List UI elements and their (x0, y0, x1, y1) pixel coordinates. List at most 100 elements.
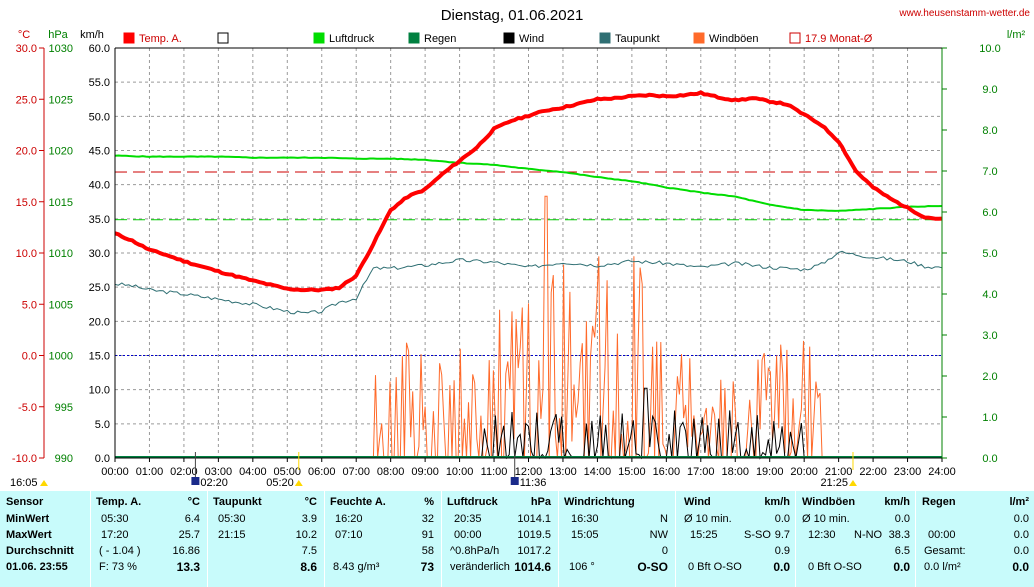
hum-avg: 58 (421, 545, 434, 557)
sun-marker-icon (40, 480, 48, 486)
x-tick-label: 17:00 (687, 466, 715, 478)
rain-tick-label: 2.0 (982, 371, 997, 383)
time-marker-label: 16:05 (10, 477, 38, 489)
wind-max-time: 15:25 (690, 529, 718, 541)
wind-current: 0.0 (773, 560, 790, 574)
x-tick-label: 03:00 (205, 466, 233, 478)
rain-cur-note: 0.0 l/m² (924, 561, 961, 573)
x-tick-label: 06:00 (308, 466, 336, 478)
dir-header: Windrichtung (564, 496, 635, 508)
dir-avg: 0 (661, 545, 668, 557)
chart-title: Dienstag, 01.06.2021 (441, 7, 584, 24)
pressure-tick-label: 1025 (49, 94, 73, 106)
x-tick-label: 15:00 (618, 466, 646, 478)
hum-header: Feuchte A. (330, 496, 386, 508)
winddir-column: Windrichtung 16:30 N 15:05 NW 0 106 ° O-… (558, 491, 676, 587)
wind-cur-note: 0 Bft O-SO (688, 561, 742, 573)
dir-min: N (660, 513, 668, 525)
press-avg-note: ^0.8hPa/h (450, 545, 500, 557)
wind-min: 0.0 (774, 513, 790, 525)
legend-swatch (408, 32, 420, 44)
temp-avg-note: ( - 1.04 ) (99, 545, 141, 557)
temp-tick-label: 10.0 (16, 248, 37, 260)
website-link[interactable]: www.heusenstamm-wetter.de (898, 8, 1030, 19)
wind-tick-label: 10.0 (89, 385, 110, 397)
x-tick-label: 01:00 (136, 466, 164, 478)
x-tick-label: 08:00 (377, 466, 405, 478)
rain-unit-label: l/m² (1007, 29, 1026, 41)
rain-avg-note: Gesamt: (924, 545, 966, 557)
pressure-tick-label: 1015 (49, 197, 73, 209)
row-label-sensor: Sensor (6, 496, 44, 508)
dew-min-time: 05:30 (218, 513, 246, 525)
hum-max-time: 07:10 (335, 529, 363, 541)
temp-unit-label: °C (18, 29, 30, 41)
x-tick-label: 00:00 (101, 466, 129, 478)
pressure-unit-label: hPa (48, 29, 68, 41)
legend-swatch (503, 32, 515, 44)
wind-unit-label: km/h (80, 29, 104, 41)
legend-swatch (789, 32, 801, 44)
x-tick-label: 16:00 (653, 466, 681, 478)
wind-tick-label: 50.0 (89, 111, 110, 123)
rain-current: 0.0 (1012, 560, 1029, 574)
x-tick-label: 05:00 (274, 466, 302, 478)
press-unit: hPa (530, 496, 551, 508)
wind-header: Wind (684, 496, 711, 508)
rain-tick-label: 6.0 (982, 207, 997, 219)
temp-series (114, 90, 943, 293)
pressure-tick-label: 1020 (49, 146, 73, 158)
x-tick-label: 04:00 (239, 466, 267, 478)
sun-marker-icon (848, 480, 857, 486)
wind-tick-label: 20.0 (89, 316, 110, 328)
hum-min-time: 16:20 (335, 513, 363, 525)
dew-unit: °C (304, 496, 317, 508)
gust-unit: km/h (884, 496, 910, 508)
press-header: Luftdruck (447, 496, 498, 508)
wind-tick-label: 40.0 (89, 180, 110, 192)
x-tick-label: 21:00 (825, 466, 853, 478)
wind-column: Wind km/h Ø 10 min. 0.0 15:25 S-SO 9.7 0… (675, 491, 796, 587)
x-tick-label: 09:00 (411, 466, 439, 478)
temp-max-time: 17:20 (101, 529, 129, 541)
gust-column: Windböen km/h Ø 10 min. 0.0 12:30 N-NO 3… (795, 491, 916, 587)
wind-tick-label: 25.0 (89, 282, 110, 294)
legend-label: 17.9 Monat-Ø (805, 33, 873, 45)
legend-label: Temp. A. (139, 33, 182, 45)
rain-avg: 0.0 (1013, 545, 1029, 557)
statistics-table: Sensor MinWert MaxWert Durchschnitt 01.0… (0, 491, 1034, 587)
pressure-tick-label: 990 (55, 453, 73, 465)
x-tick-label: 07:00 (342, 466, 370, 478)
x-tick-label: 22:00 (859, 466, 887, 478)
moon-marker-icon (191, 477, 200, 485)
temp-cur-note: F: 73 % (99, 561, 137, 573)
rain-tick-label: 5.0 (982, 248, 997, 260)
gust-min: 0.0 (894, 513, 910, 525)
moon-marker-icon (510, 477, 519, 485)
temp-unit: °C (187, 496, 200, 508)
press-cur-note: veränderlich (450, 561, 510, 573)
x-tick-label: 13:00 (549, 466, 577, 478)
x-tick-label: 11:00 (481, 466, 508, 478)
temp-tick-label: 25.0 (16, 94, 37, 106)
rain-tick-label: 4.0 (982, 289, 997, 301)
temp-tick-label: 15.0 (16, 197, 37, 209)
gust-header: Windböen (802, 496, 856, 508)
rain-tick-label: 9.0 (982, 84, 997, 96)
time-marker-label: 21:25 (820, 477, 848, 489)
pressure-tick-label: 1030 (49, 43, 73, 55)
hum-current: 73 (420, 560, 434, 574)
gust-max-dir: N-NO (854, 529, 883, 541)
temp-tick-label: -5.0 (18, 402, 37, 414)
pressure-tick-label: 995 (55, 402, 73, 414)
rain-tick-label: 7.0 (982, 166, 997, 178)
chart-axes: 00:00 01:00 02:00 03:00 04:00 05:00 06:00 07:00… (12, 43, 1001, 478)
dir-max-time: 15:05 (571, 529, 599, 541)
wind-min-time: Ø 10 min. (684, 513, 732, 525)
time-marker-label: 02:20 (200, 477, 228, 489)
pressure-tick-label: 1000 (49, 351, 73, 363)
rain-tick-label: 10.0 (979, 43, 1000, 55)
wind-tick-label: 35.0 (89, 214, 110, 226)
hum-unit: % (424, 496, 434, 508)
x-tick-label: 19:00 (756, 466, 784, 478)
